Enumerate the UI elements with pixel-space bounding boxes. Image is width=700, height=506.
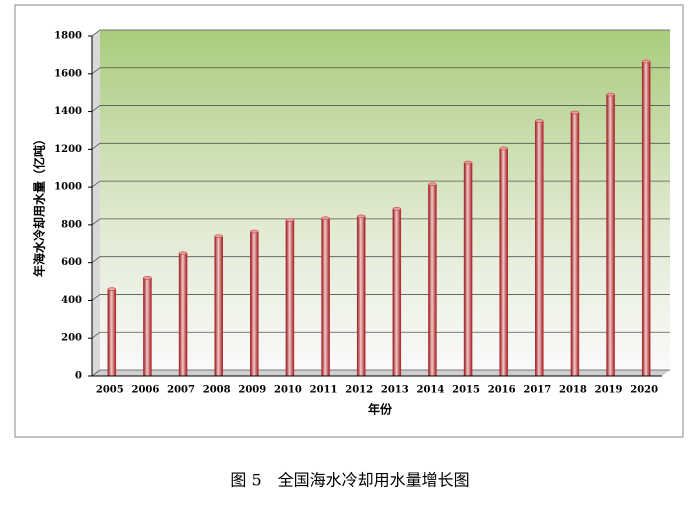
bar-top [570, 110, 580, 115]
x-tick-label: 2013 [381, 385, 409, 396]
x-tick-label: 2008 [203, 385, 231, 396]
bar-top [143, 276, 152, 280]
bar [428, 184, 437, 377]
bar [499, 148, 508, 377]
bar-top [428, 182, 437, 187]
x-tick-label: 2011 [310, 385, 338, 396]
y-tick-label: 1200 [54, 144, 82, 155]
bar [535, 120, 544, 377]
bar-top [107, 287, 117, 291]
bar-top [356, 214, 366, 219]
y-tick-label: 800 [61, 219, 82, 230]
grid-line [91, 218, 670, 226]
bar [321, 218, 330, 377]
grid-line [91, 294, 670, 301]
bar-top [641, 59, 651, 64]
x-tick-label: 2012 [345, 385, 373, 396]
bar [107, 288, 117, 377]
bar-top [392, 207, 402, 211]
x-tick-label: 2005 [96, 385, 124, 396]
bar-top [178, 251, 188, 255]
grid-line [91, 256, 670, 263]
x-tick-label: 2017 [523, 385, 551, 396]
x-tick-label: 2014 [417, 385, 445, 396]
grid-line [91, 142, 670, 150]
grid-line [91, 67, 670, 75]
y-axis-label: 年海水冷却用水量（亿吨） [32, 133, 47, 277]
bar [214, 235, 223, 377]
x-tick-label: 2020 [630, 385, 658, 396]
x-tick-label: 2006 [132, 385, 160, 396]
y-tick-label: 1800 [54, 31, 82, 42]
bar-top [250, 229, 259, 234]
bar [570, 112, 580, 377]
bar-top [499, 146, 508, 151]
bar [285, 219, 295, 377]
x-tick-label: 2019 [595, 385, 623, 396]
bar-top [463, 160, 473, 165]
grid-line [91, 369, 670, 377]
bar [641, 61, 651, 377]
y-tick-label: 600 [61, 257, 82, 268]
y-tick-label: 400 [61, 295, 82, 306]
y-tick-label: 0 [75, 371, 82, 382]
floor [92, 370, 670, 376]
x-tick-label: 2018 [559, 385, 587, 396]
x-tick-label: 2007 [167, 385, 195, 396]
bar-top [606, 92, 615, 97]
y-tick-label: 1600 [54, 68, 82, 79]
x-axis-label: 年份 [368, 402, 393, 417]
bar [356, 216, 366, 377]
bar [392, 208, 402, 377]
grid-line [91, 105, 670, 112]
x-tick-label: 2009 [238, 385, 266, 396]
x-tick-label: 2015 [452, 385, 480, 396]
bar [250, 231, 259, 377]
grid-line [91, 331, 670, 339]
x-tick-label: 2010 [274, 385, 302, 396]
y-tick-label: 1400 [54, 106, 82, 117]
x-tick-label: 2016 [488, 385, 516, 396]
bar-top [214, 234, 223, 238]
bar [606, 94, 615, 377]
bar-top [285, 218, 295, 222]
bar [143, 277, 152, 377]
y-tick-label: 200 [61, 333, 82, 344]
side-wall [92, 30, 100, 376]
y-tick-label: 1000 [54, 182, 82, 193]
bar-top [321, 216, 330, 221]
bar [178, 252, 188, 377]
grid-line [91, 180, 670, 188]
grid-line [91, 29, 670, 37]
chart-title: 图 5 全国海水冷却用水量增长图 [230, 471, 469, 490]
plot-wall [100, 30, 670, 370]
bar [463, 162, 473, 377]
bar-top [535, 119, 544, 123]
